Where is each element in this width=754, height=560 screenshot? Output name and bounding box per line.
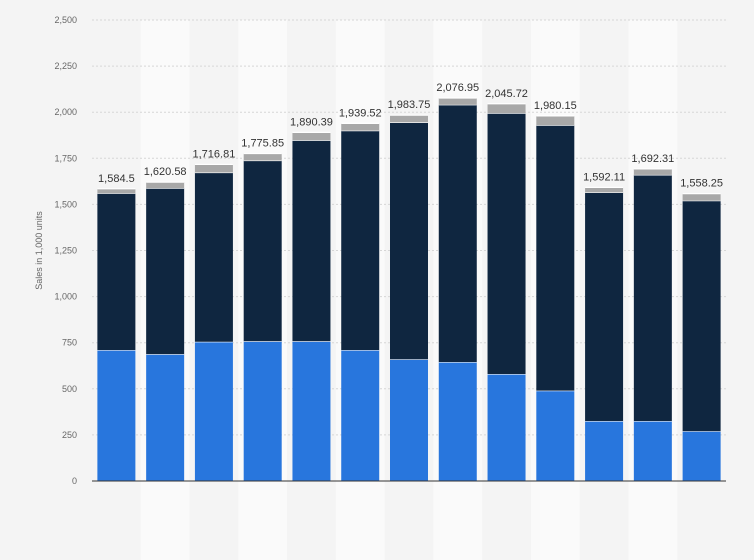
total-label: 1,775.85 — [241, 138, 284, 150]
y-tick-label: 1,250 — [54, 246, 77, 256]
bar-segment-1 — [536, 390, 575, 481]
bar-segment-3 — [536, 115, 575, 126]
y-tick-label: 750 — [62, 338, 77, 348]
bar-segment-2 — [194, 172, 233, 342]
bar-segment-3 — [585, 187, 624, 193]
y-tick-label: 0 — [72, 476, 77, 486]
bar-segment-3 — [633, 168, 672, 175]
bar-segment-2 — [633, 174, 672, 422]
total-label: 2,076.95 — [436, 82, 479, 94]
bar-segment-2 — [341, 130, 380, 351]
bar-segment-2 — [292, 140, 331, 342]
total-label: 1,939.52 — [339, 107, 382, 119]
bar-segment-2 — [97, 193, 136, 351]
bar-segment-3 — [194, 164, 233, 173]
bar-segment-1 — [194, 341, 233, 481]
bar-segment-3 — [146, 182, 185, 189]
y-tick-label: 250 — [62, 430, 77, 440]
y-axis-title: Sales in 1,000 units — [34, 211, 44, 290]
bar-segment-2 — [585, 192, 624, 422]
total-label: 1,584.5 — [98, 173, 135, 185]
bar-segment-1 — [292, 341, 331, 481]
bar-segment-2 — [682, 200, 721, 432]
total-label: 1,980.15 — [534, 100, 577, 112]
bar-segment-2 — [146, 188, 185, 355]
total-label: 1,692.31 — [631, 153, 674, 165]
bar-segment-2 — [390, 122, 428, 360]
total-label: 1,716.81 — [193, 148, 236, 160]
y-tick-label: 500 — [62, 384, 77, 394]
y-tick-label: 2,500 — [54, 15, 77, 25]
bar-segment-3 — [97, 188, 136, 194]
bar-segment-1 — [390, 359, 428, 481]
bar-segment-3 — [438, 98, 477, 105]
bar-segment-1 — [585, 421, 624, 481]
bar-segment-2 — [438, 104, 477, 363]
y-tick-label: 2,000 — [54, 107, 77, 117]
bar-segment-1 — [438, 362, 477, 481]
total-label: 1,558.25 — [680, 178, 723, 190]
bar-segment-1 — [97, 350, 136, 481]
bar-segment-1 — [633, 421, 672, 481]
y-tick-label: 1,750 — [54, 153, 77, 163]
bar-segment-3 — [390, 115, 428, 123]
total-label: 1,890.39 — [290, 116, 333, 128]
bar-segment-3 — [682, 193, 721, 201]
bar-segment-1 — [341, 350, 380, 481]
bar-segment-1 — [146, 354, 185, 481]
bar-segment-1 — [243, 341, 282, 481]
total-label: 2,045.72 — [485, 88, 528, 100]
y-tick-label: 2,250 — [54, 61, 77, 71]
total-label: 1,592.11 — [583, 171, 625, 183]
bar-segment-3 — [243, 153, 282, 161]
y-tick-label: 1,500 — [54, 199, 77, 209]
bar-segment-1 — [487, 374, 526, 481]
bar-segment-2 — [487, 113, 526, 375]
bar-segment-1 — [682, 431, 721, 481]
y-tick-label: 1,000 — [54, 292, 77, 302]
bar-segment-2 — [243, 160, 282, 342]
bar-segment-3 — [292, 132, 331, 141]
bar-segment-3 — [487, 103, 526, 114]
bar-segment-2 — [536, 125, 575, 391]
bar-segment-3 — [341, 123, 380, 131]
total-label: 1,983.75 — [388, 99, 431, 111]
total-label: 1,620.58 — [144, 166, 187, 178]
